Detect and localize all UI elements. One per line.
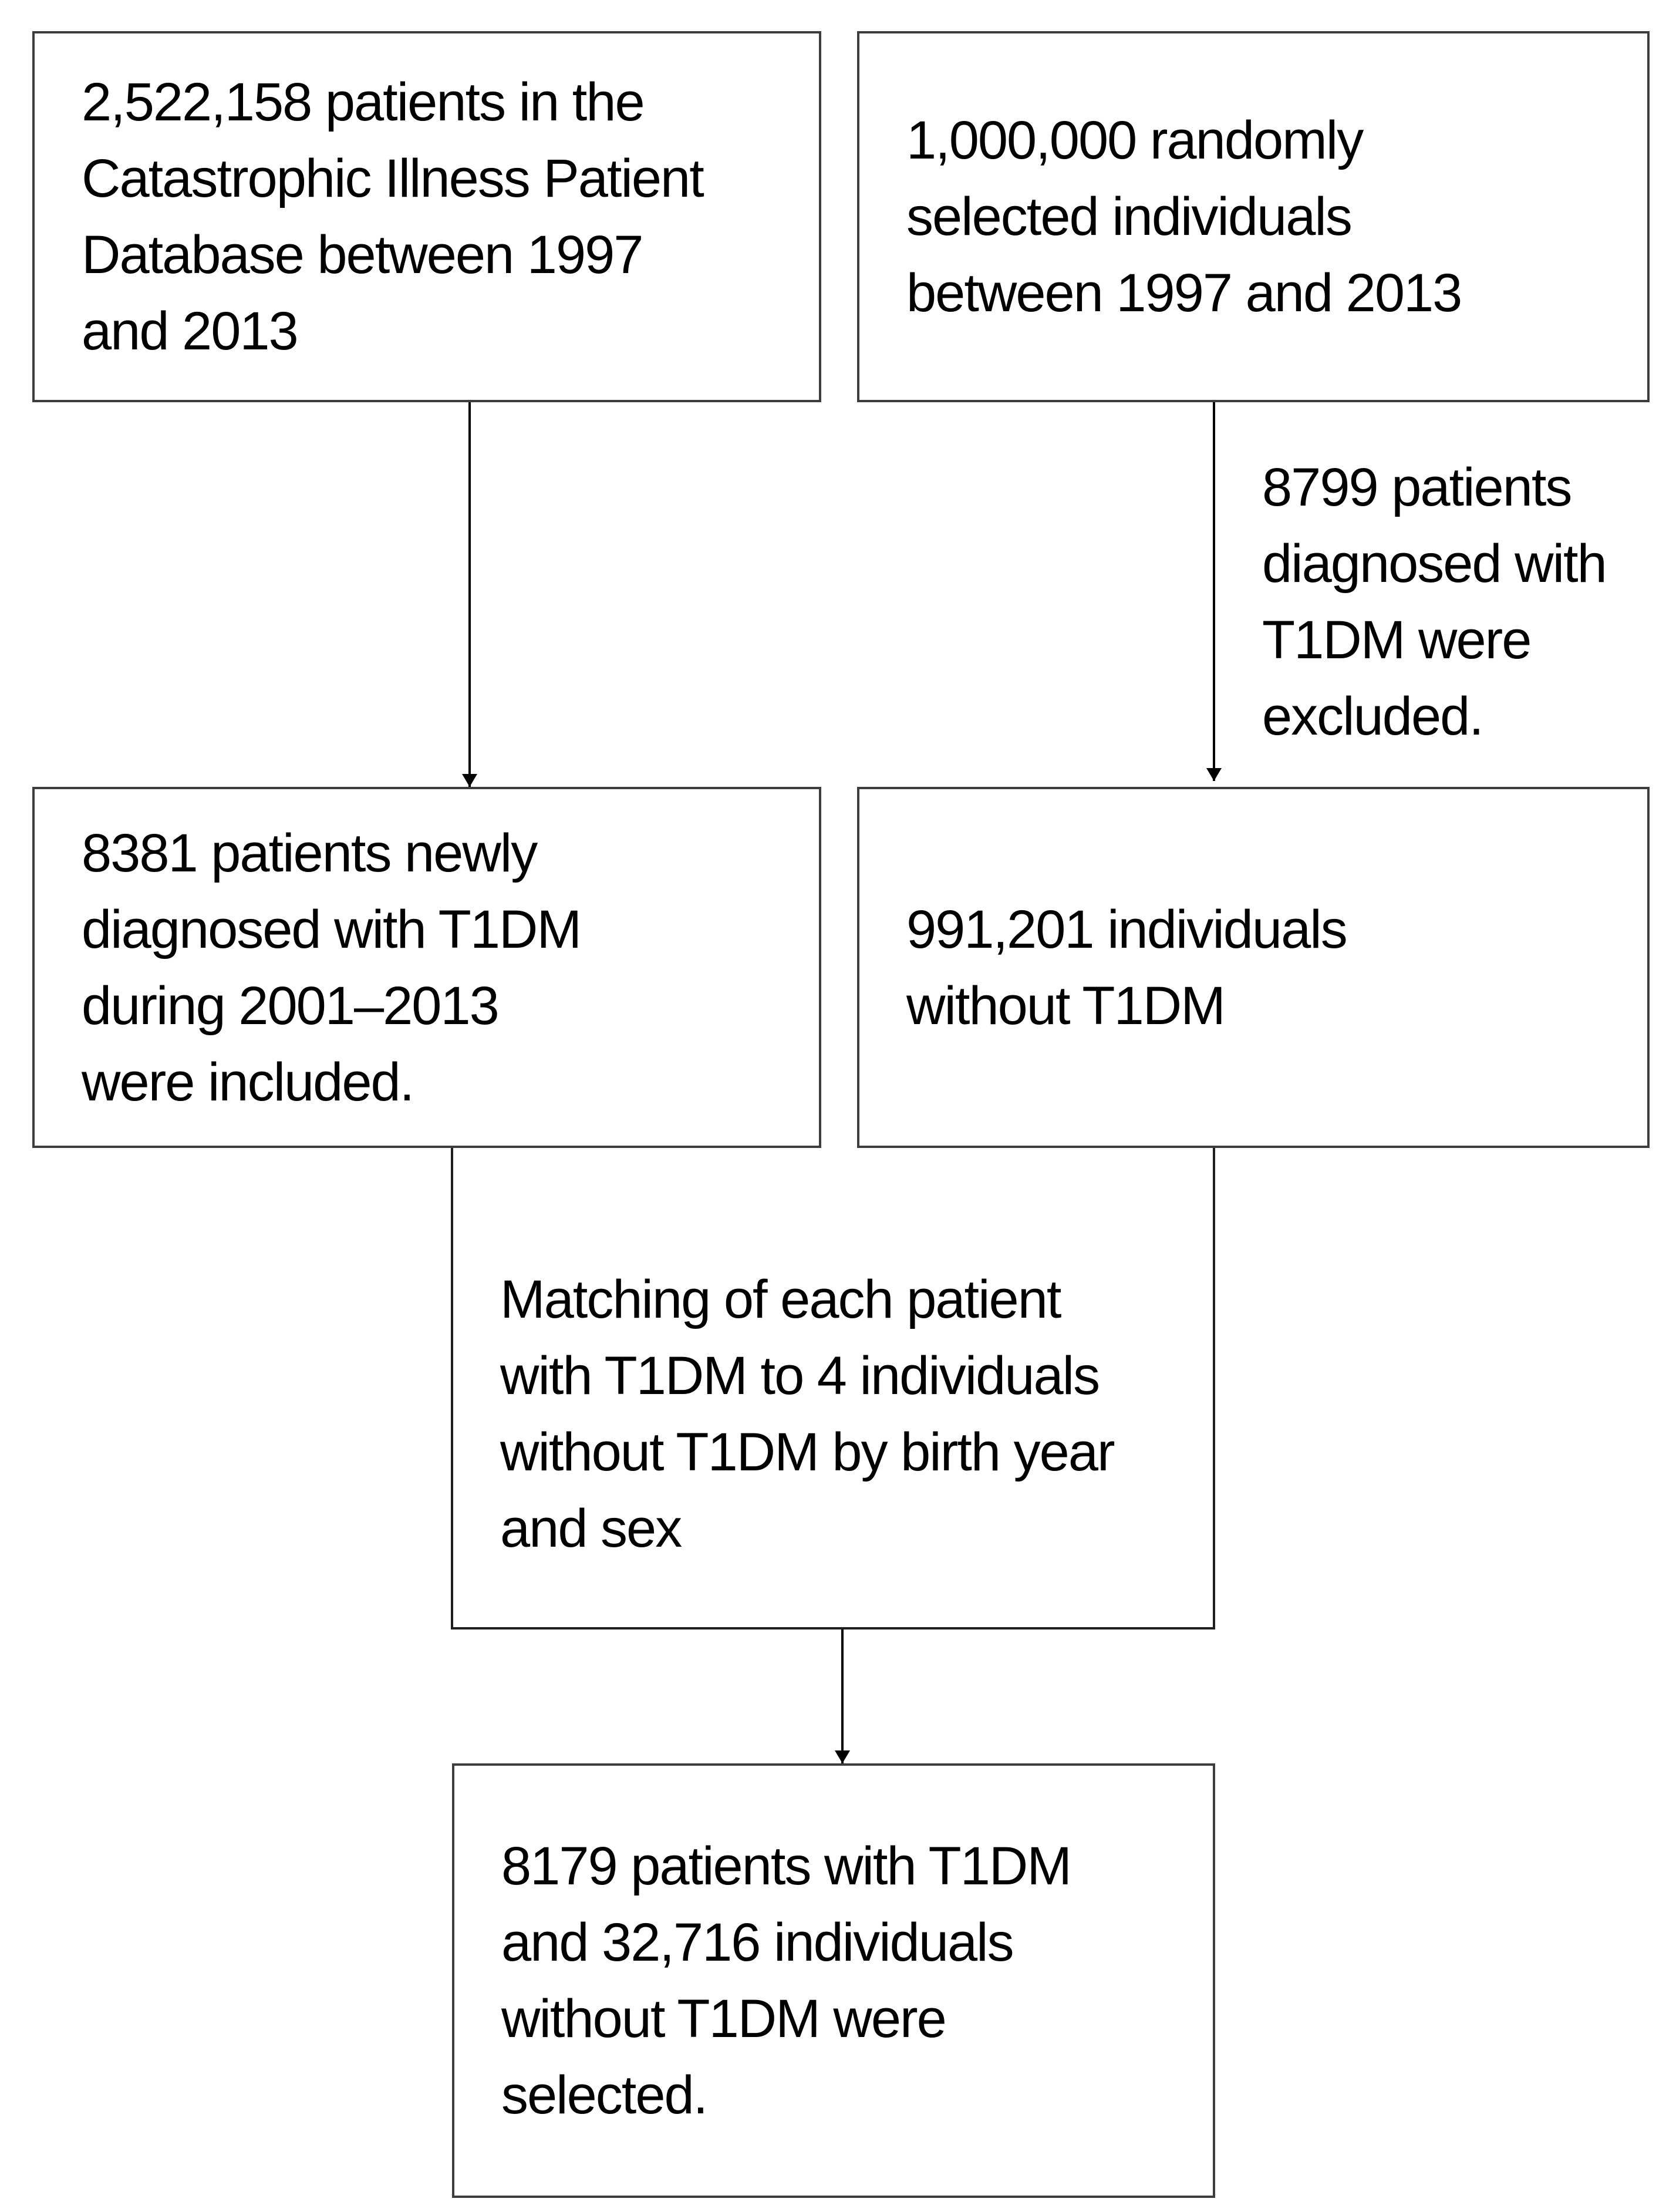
- box-text-line: Database between 1997: [82, 225, 643, 285]
- box-final-selection: 8179 patients with T1DM and 32,716 indiv…: [452, 1763, 1215, 2198]
- box-t1dm-included: 8381 patients newly diagnosed with T1DM …: [32, 787, 821, 1148]
- arrowhead-down-icon: [462, 774, 477, 787]
- box-matching-procedure: Matching of each patient with T1DM to 4 …: [451, 1148, 1215, 1629]
- box-text-line: and 2013: [82, 301, 299, 361]
- box-text-line: 8179 patients with T1DM: [501, 1836, 1072, 1896]
- box-text-line: and 32,716 individuals: [501, 1913, 1014, 1972]
- note-text-line: 8799 patients: [1262, 457, 1572, 517]
- box-text-line: 8381 patients newly: [82, 823, 538, 883]
- box-text-line: and sex: [500, 1499, 682, 1558]
- box-text-line: Matching of each patient: [500, 1270, 1061, 1329]
- box-text-line: without T1DM by birth year: [500, 1422, 1115, 1482]
- arrowhead-down-icon: [835, 1750, 850, 1763]
- box-without-t1dm: 991,201 individuals without T1DM: [857, 787, 1650, 1148]
- box-catastrophic-illness-database: 2,522,158 patients in the Catastrophic I…: [32, 31, 821, 402]
- note-text-line: T1DM were: [1262, 610, 1532, 670]
- box-text-line: were included.: [82, 1052, 414, 1112]
- box-text-line: with T1DM to 4 individuals: [500, 1346, 1100, 1406]
- box-text-line: diagnosed with T1DM: [82, 899, 582, 959]
- box-text-line: between 1997 and 2013: [906, 263, 1462, 323]
- box-text-line: without T1DM: [906, 975, 1226, 1036]
- box-text-line: 991,201 individuals: [906, 899, 1348, 959]
- connector-matching-to-final: [841, 1629, 844, 1763]
- arrowhead-down-icon: [1206, 768, 1222, 781]
- box-text-line: selected individuals: [906, 187, 1353, 247]
- note-excluded-patients: 8799 patients diagnosed with T1DM were e…: [1262, 449, 1607, 755]
- box-text-line: Catastrophic Illness Patient: [82, 149, 704, 208]
- connector-sample-to-without-t1dm: [1213, 402, 1215, 781]
- box-text-line: selected.: [501, 2065, 708, 2125]
- connector-database-to-included: [468, 402, 471, 787]
- note-text-line: excluded.: [1262, 686, 1484, 746]
- box-text-line: during 2001–2013: [82, 975, 500, 1036]
- box-random-sample: 1,000,000 randomly selected individuals …: [857, 31, 1650, 402]
- box-text-line: without T1DM were: [501, 1989, 947, 2049]
- box-text-line: 1,000,000 randomly: [906, 110, 1364, 170]
- box-text-line: 2,522,158 patients in the: [82, 72, 645, 132]
- note-text-line: diagnosed with: [1262, 534, 1607, 594]
